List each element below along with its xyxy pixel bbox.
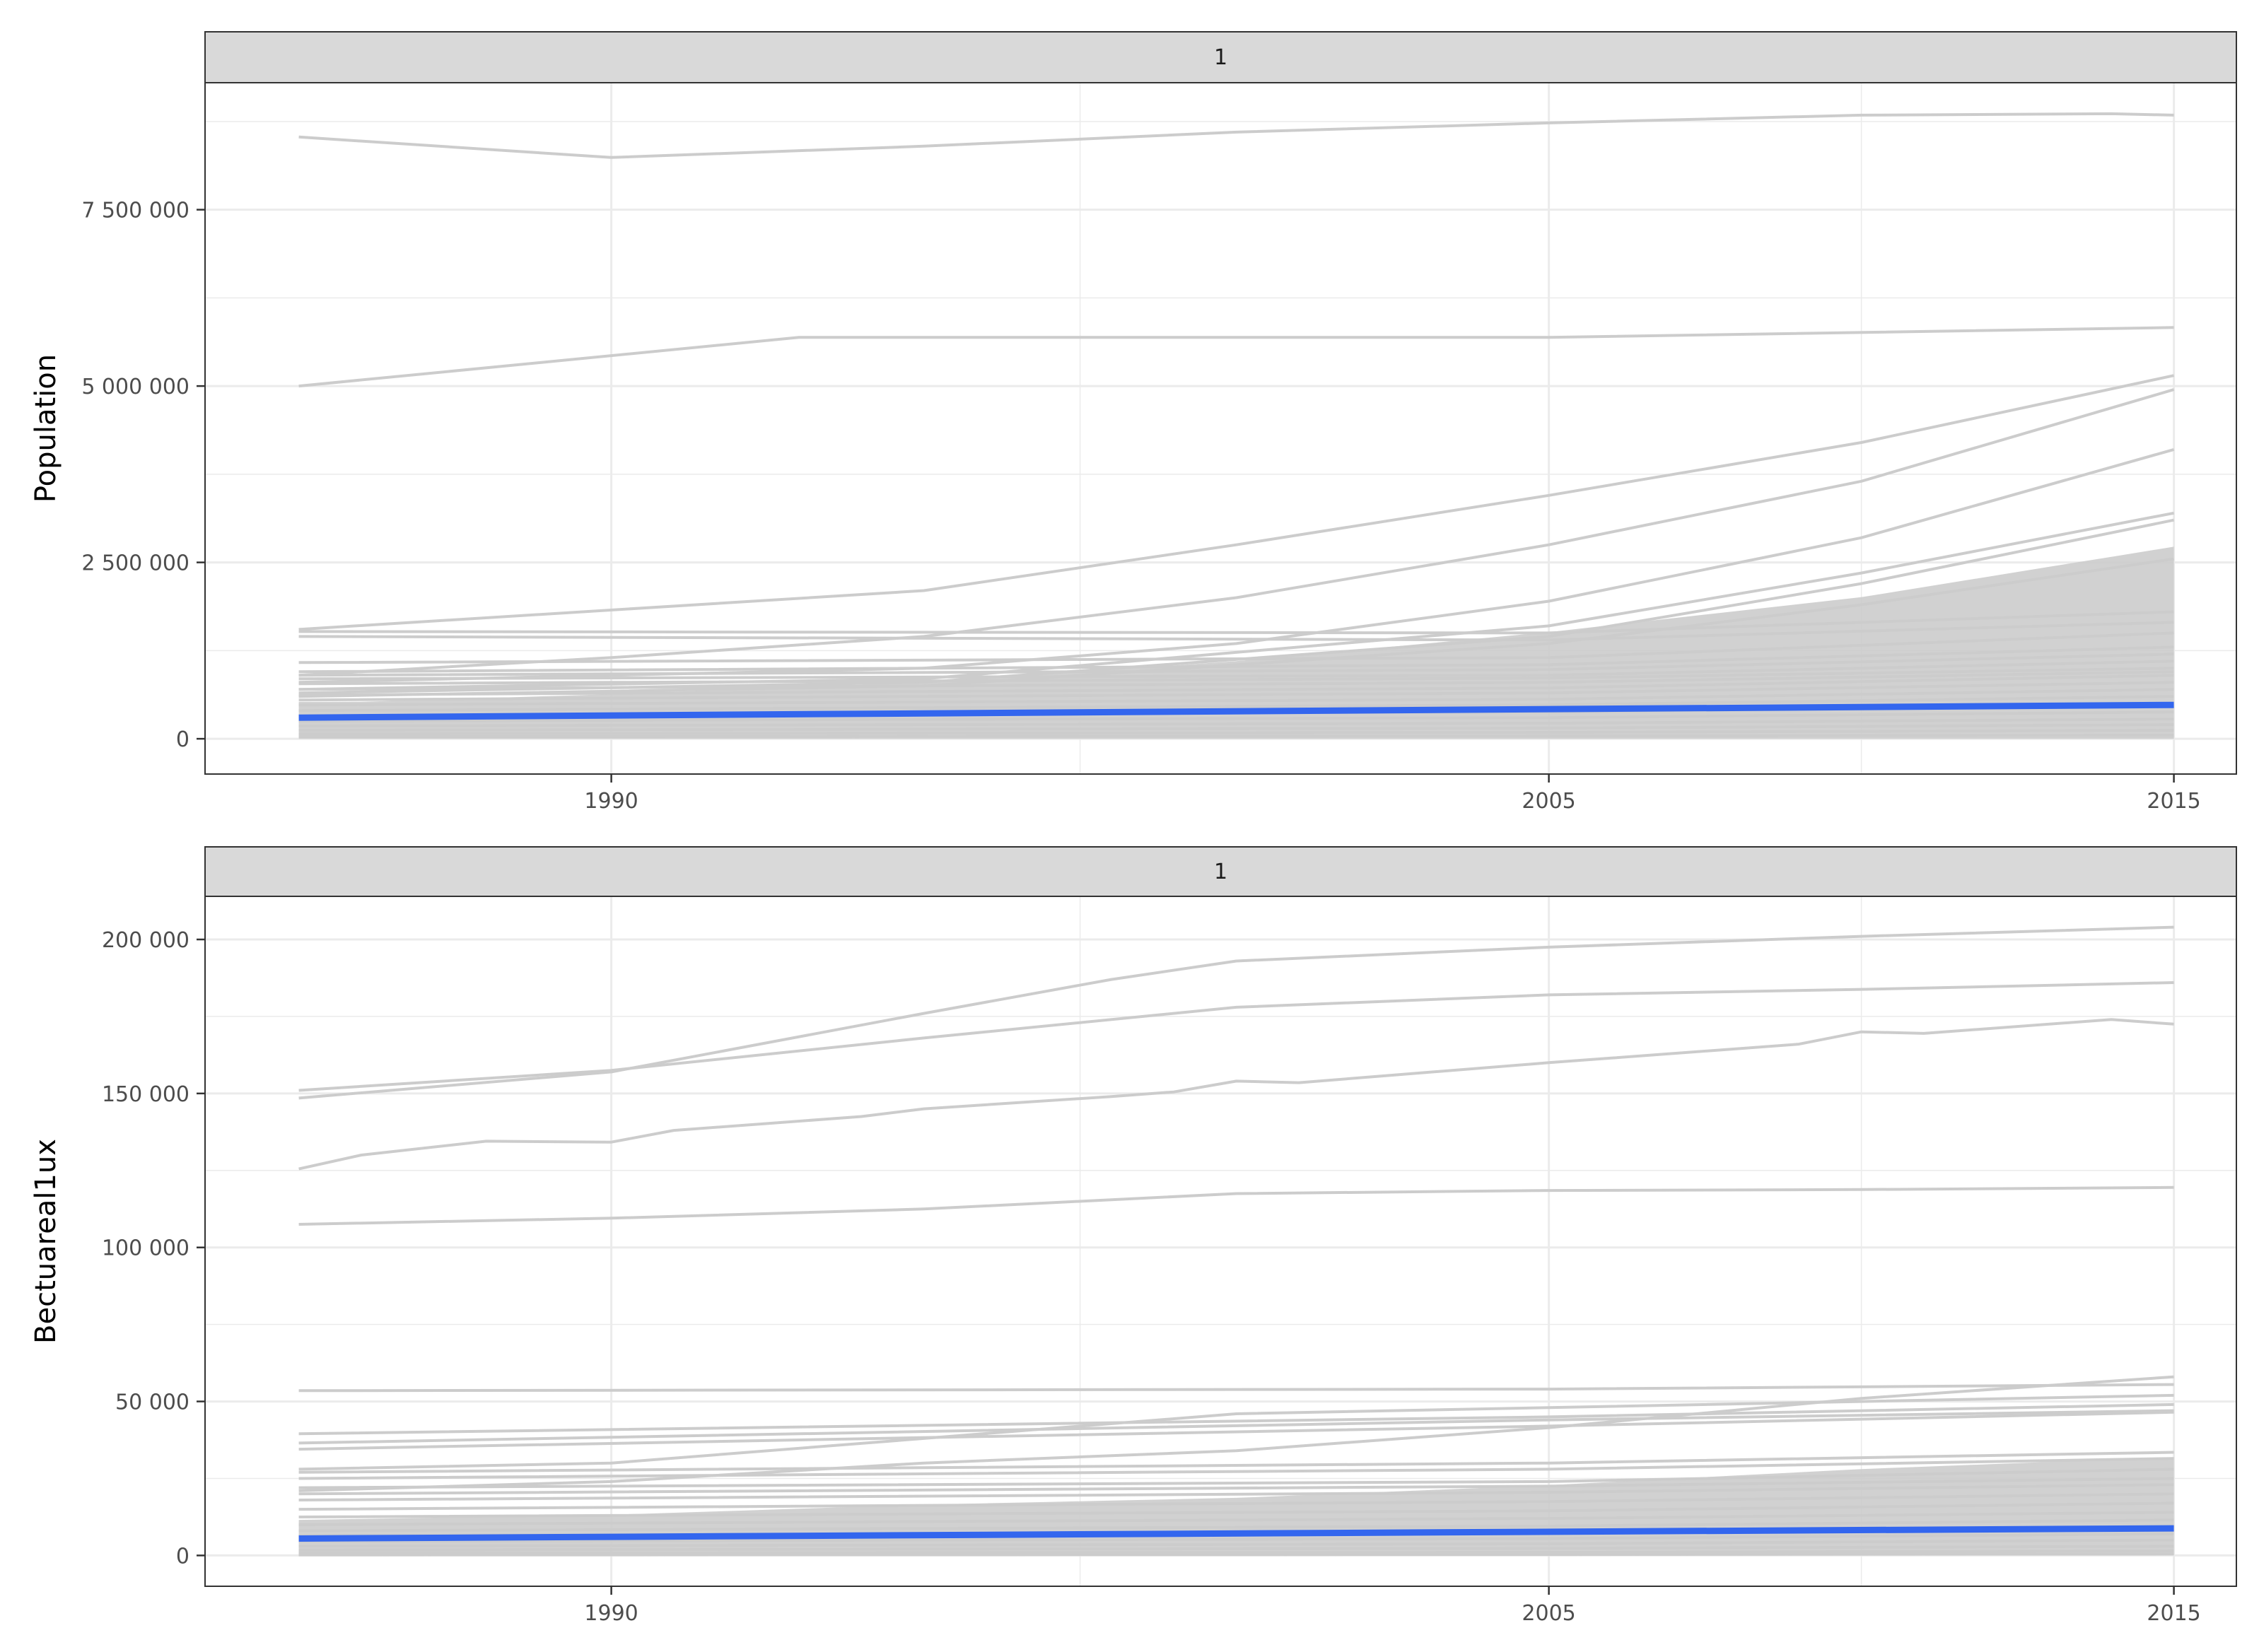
x-tick-label: 1990 <box>584 789 638 814</box>
background-series-line <box>298 388 2175 677</box>
background-series-line <box>298 981 2174 1092</box>
x-tick-label: 2005 <box>1522 789 1575 814</box>
y-tick-label: 7 500 000 <box>81 199 189 223</box>
x-tick-label: 2015 <box>2147 789 2200 814</box>
y-tick-label: 150 000 <box>102 1082 189 1107</box>
y-tick-label: 0 <box>176 1544 189 1569</box>
background-series-line <box>298 374 2175 631</box>
y-tick-label: 50 000 <box>115 1390 189 1415</box>
x-tick-label: 2015 <box>2147 1601 2200 1626</box>
background-series-band <box>298 546 2174 739</box>
y-axis-title: Population <box>30 354 62 503</box>
background-series-line <box>298 326 2174 388</box>
panel-1: 1 0 2 500 000 5 000 000 7 500 000 1990 2005 201… <box>30 31 2237 814</box>
highlight-series-line <box>298 701 2174 721</box>
background-series-line <box>298 1410 2174 1451</box>
y-axis-title: Bectuareal1ux <box>30 1139 62 1344</box>
background-series-line <box>298 447 2175 684</box>
background-series-line <box>298 925 2174 1100</box>
background-series-line <box>298 1457 2174 1480</box>
y-tick-label: 5 000 000 <box>81 375 189 399</box>
highlight-series-line <box>298 1525 2174 1542</box>
facet-strip <box>204 846 2237 897</box>
y-tick-label: 2 500 000 <box>81 551 189 576</box>
background-series-line <box>298 1402 2174 1436</box>
x-tick-label: 1990 <box>584 1601 638 1626</box>
y-tick-label: 0 <box>176 727 189 752</box>
y-tick-label: 100 000 <box>102 1236 189 1261</box>
background-series-line <box>298 1393 2174 1471</box>
facet-strip-label: 1 <box>1214 860 1227 884</box>
background-series-line <box>298 1375 2174 1492</box>
background-series-line <box>298 1185 2174 1226</box>
background-series-line <box>298 1451 2174 1474</box>
facet-strip <box>204 31 2237 83</box>
x-tick-label: 2005 <box>1522 1601 1575 1626</box>
panel-2: 1 0 50 000 100 000 150 000 200 000 1990 2005 201… <box>30 846 2237 1626</box>
background-series-line <box>298 112 2174 159</box>
background-series-line <box>298 1018 2174 1171</box>
background-series-line <box>298 1383 2174 1393</box>
y-tick-label: 200 000 <box>102 928 189 953</box>
background-series-line <box>298 1409 2174 1445</box>
facet-strip-label: 1 <box>1214 45 1227 70</box>
